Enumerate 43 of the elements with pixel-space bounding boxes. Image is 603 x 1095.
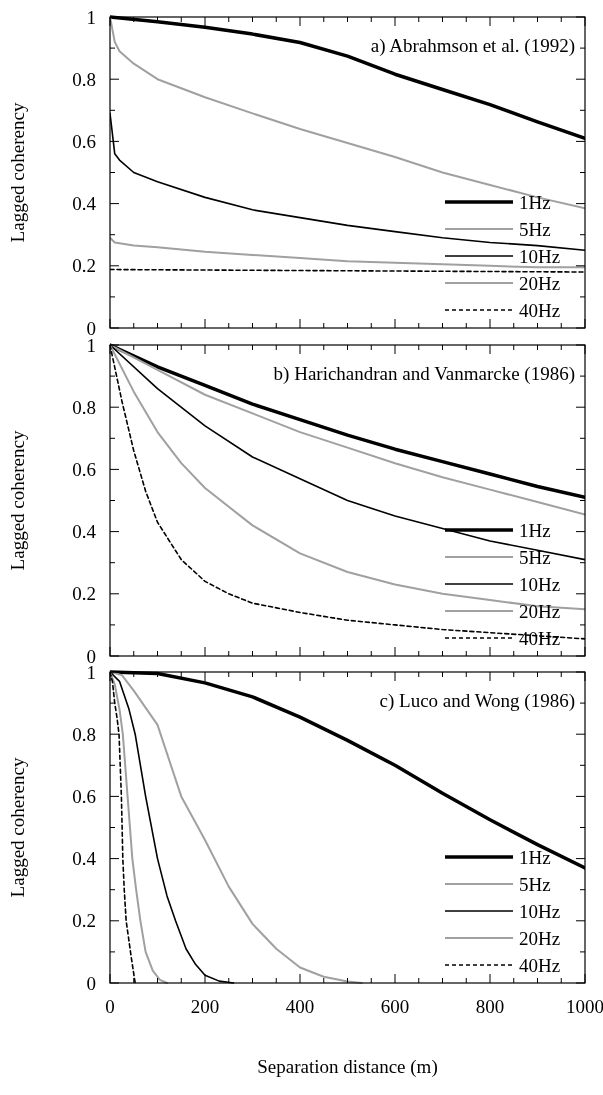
legend-label: 20Hz <box>519 927 561 949</box>
y-tick-label: 0.4 <box>72 193 97 215</box>
legend-label: 1Hz <box>519 191 551 213</box>
legend-label: 20Hz <box>519 272 561 294</box>
y-tick-label: 0.6 <box>72 131 96 153</box>
legend-label: 1Hz <box>519 846 551 868</box>
y-tick-label: 0 <box>86 645 96 667</box>
legend-label: 10Hz <box>519 900 561 922</box>
y-tick-label: 0.8 <box>72 396 96 418</box>
x-tick-label: 800 <box>475 996 505 1017</box>
y-tick-label: 0.8 <box>72 68 96 90</box>
y-tick-label: 0.4 <box>72 848 97 870</box>
y-tick-label: 1 <box>86 6 96 28</box>
y-tick-label: 0.6 <box>72 786 96 808</box>
y-tick-label: 0.2 <box>72 910 96 932</box>
legend-label: 40Hz <box>519 954 561 976</box>
y-tick-label: 0.6 <box>72 459 96 481</box>
x-tick-label: 600 <box>380 996 410 1017</box>
y-tick-label: 0.2 <box>72 255 96 277</box>
text: c) Luco and Wong (1986) <box>379 690 575 712</box>
y-tick-label: 0 <box>86 972 96 994</box>
x-axis-title: Separation distance (m) <box>257 1056 438 1078</box>
y-axis-title: Lagged coherency <box>7 430 28 571</box>
legend-label: 5Hz <box>519 218 551 240</box>
text: a) Abrahmson et al. (1992) <box>370 35 575 57</box>
legend-label: 10Hz <box>519 245 561 267</box>
line-series <box>110 236 585 269</box>
text: b) Harichandran and Vanmarcke (1986) <box>273 363 575 385</box>
y-axis-title: Lagged coherency <box>7 102 28 243</box>
x-tick-label: 200 <box>190 996 220 1017</box>
x-tick-label: 0 <box>105 996 115 1017</box>
legend-label: 40Hz <box>519 299 561 321</box>
x-tick-label: 400 <box>285 996 315 1017</box>
legend-label: 5Hz <box>519 546 551 568</box>
y-tick-label: 0.2 <box>72 583 96 605</box>
y-tick-label: 0.4 <box>72 521 97 543</box>
legend-label: 20Hz <box>519 600 561 622</box>
x-tick-label: 1000 <box>566 996 603 1017</box>
legend-label: 10Hz <box>519 573 561 595</box>
y-tick-label: 0.8 <box>72 723 96 745</box>
legend-label: 5Hz <box>519 873 551 895</box>
y-axis-title: Lagged coherency <box>7 757 28 898</box>
legend-label: 1Hz <box>519 519 551 541</box>
